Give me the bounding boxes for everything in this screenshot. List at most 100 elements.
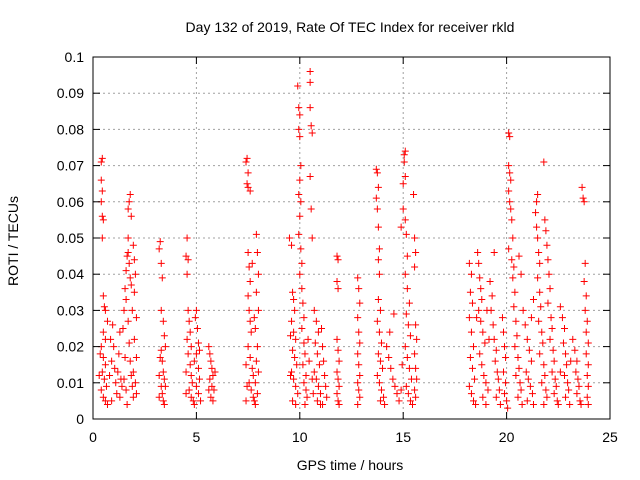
- data-point: [584, 361, 592, 369]
- data-point: [584, 401, 592, 409]
- x-axis-label: GPS time / hours: [297, 457, 404, 473]
- data-point: [335, 401, 343, 409]
- data-point: [525, 346, 533, 354]
- data-point: [544, 299, 552, 307]
- data-point: [410, 191, 418, 199]
- data-point: [209, 397, 217, 405]
- data-point: [244, 292, 252, 300]
- data-point: [308, 375, 316, 383]
- data-point: [527, 357, 535, 365]
- data-point: [372, 165, 380, 173]
- data-point: [401, 270, 409, 278]
- data-point: [161, 382, 169, 390]
- data-point: [547, 314, 555, 322]
- data-point: [486, 277, 494, 285]
- data-point: [183, 234, 191, 242]
- data-point: [95, 372, 103, 380]
- data-point: [465, 382, 473, 390]
- data-point: [252, 230, 260, 238]
- data-point: [546, 285, 554, 293]
- data-point: [577, 401, 585, 409]
- x-tick-label: 10: [292, 429, 308, 445]
- data-point: [190, 357, 198, 365]
- data-point: [391, 382, 399, 390]
- data-point: [508, 256, 516, 264]
- data-point: [128, 382, 136, 390]
- data-point: [254, 306, 262, 314]
- data-point: [129, 241, 137, 249]
- data-point: [290, 328, 298, 336]
- data-point: [563, 361, 571, 369]
- data-point: [513, 332, 521, 340]
- data-point: [567, 357, 575, 365]
- data-point: [307, 205, 315, 213]
- data-point: [319, 401, 327, 409]
- data-point: [242, 361, 250, 369]
- x-tick-label: 25: [602, 429, 618, 445]
- data-point: [112, 379, 120, 387]
- data-point: [97, 158, 105, 166]
- data-point: [522, 368, 530, 376]
- data-point: [582, 350, 590, 358]
- data-point: [286, 332, 294, 340]
- data-point: [574, 375, 582, 383]
- data-point: [485, 335, 493, 343]
- data-point: [550, 390, 558, 398]
- x-tick-label: 20: [499, 429, 515, 445]
- data-point: [305, 357, 313, 365]
- data-point: [573, 390, 581, 398]
- data-point: [297, 162, 305, 170]
- data-point: [300, 314, 308, 322]
- data-point: [480, 372, 488, 380]
- x-tick-label: 15: [395, 429, 411, 445]
- data-point: [130, 288, 138, 296]
- data-point: [385, 353, 393, 361]
- y-tick-label: 0.08: [57, 121, 84, 137]
- data-point: [245, 379, 253, 387]
- data-point: [532, 209, 540, 217]
- data-point: [126, 191, 134, 199]
- axis-ticks: [92, 56, 611, 420]
- data-point: [355, 328, 363, 336]
- data-point: [296, 133, 304, 141]
- data-point: [548, 325, 556, 332]
- data-point: [246, 187, 254, 195]
- data-point: [157, 259, 165, 267]
- x-tick-label: 5: [193, 429, 201, 445]
- data-point: [580, 198, 588, 206]
- data-point: [290, 296, 298, 304]
- data-point: [508, 216, 516, 224]
- data-point: [540, 401, 548, 409]
- data-point: [403, 285, 411, 293]
- data-point: [295, 125, 303, 133]
- data-point: [478, 361, 486, 369]
- data-point: [400, 151, 408, 159]
- data-point: [468, 364, 476, 372]
- data-point: [288, 317, 296, 325]
- y-tick-label: 0.1: [65, 49, 85, 65]
- data-point: [197, 397, 205, 405]
- data-point: [413, 375, 421, 383]
- data-point: [533, 223, 541, 231]
- data-point: [248, 364, 256, 372]
- data-point: [127, 212, 135, 220]
- data-point: [517, 270, 525, 278]
- data-point: [101, 306, 109, 314]
- data-point: [126, 274, 134, 282]
- data-point: [564, 379, 572, 387]
- data-point: [475, 306, 483, 314]
- data-point: [189, 397, 197, 405]
- data-point: [249, 393, 257, 401]
- data-point: [401, 343, 409, 351]
- data-point: [108, 357, 116, 365]
- data-point: [578, 183, 586, 191]
- data-point: [535, 248, 543, 256]
- data-point: [315, 361, 323, 369]
- data-point: [187, 393, 195, 401]
- data-point: [194, 364, 202, 372]
- data-point: [493, 368, 501, 376]
- data-point: [402, 310, 410, 318]
- y-tick-label: 0.06: [57, 194, 84, 210]
- data-point: [373, 317, 381, 325]
- data-point: [490, 248, 498, 256]
